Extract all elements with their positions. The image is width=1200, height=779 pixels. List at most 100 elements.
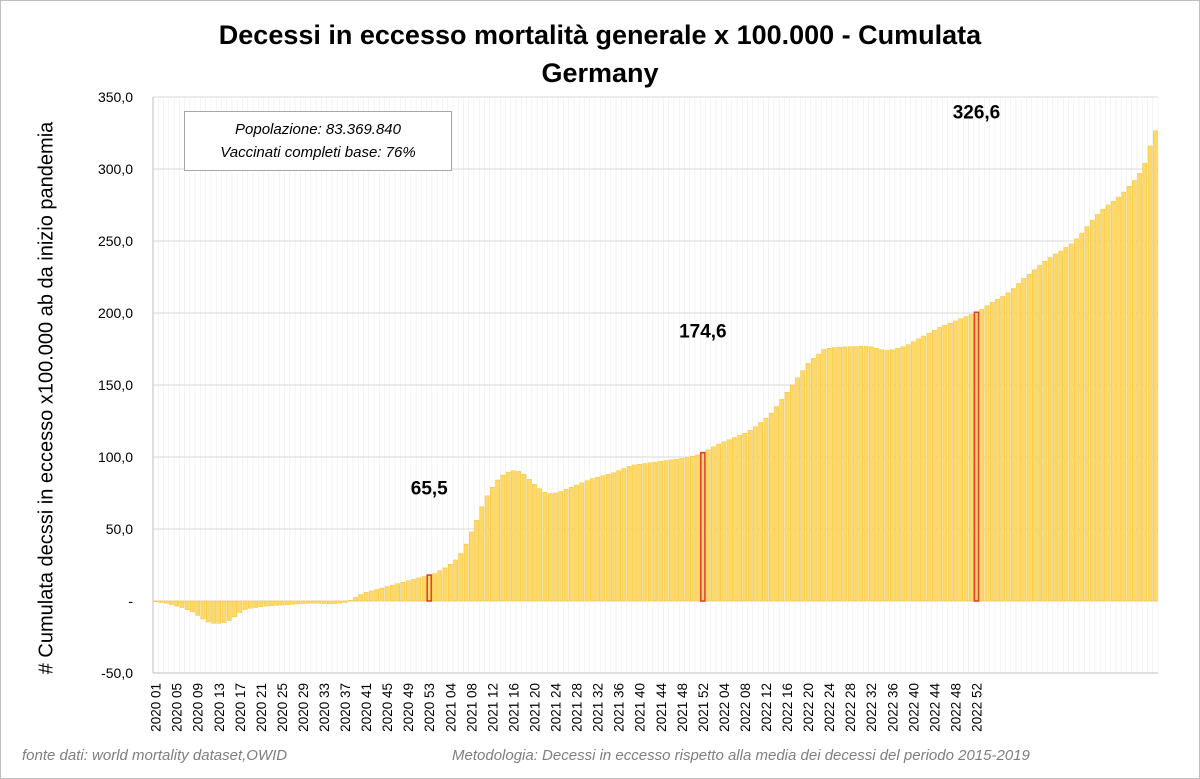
bar — [542, 492, 548, 602]
bar — [495, 479, 500, 602]
bar — [474, 520, 479, 602]
bar — [579, 482, 585, 602]
bar — [811, 358, 816, 602]
x-tick-label: 2021 48 — [675, 683, 690, 732]
bar — [947, 322, 953, 602]
bar — [605, 474, 611, 602]
bar — [695, 454, 700, 602]
bar — [400, 582, 406, 602]
bar — [1047, 257, 1053, 602]
bar — [1132, 180, 1137, 602]
x-tick-label: 2020 33 — [317, 683, 332, 732]
x-tick-label: 2022 24 — [822, 683, 837, 732]
bar — [790, 384, 795, 602]
y-tick-label: 200,0 — [98, 305, 133, 321]
bar — [1110, 201, 1116, 602]
x-tick-label: 2021 36 — [612, 683, 627, 732]
bar — [800, 370, 806, 602]
bar — [779, 399, 785, 602]
bar — [305, 600, 311, 604]
bar — [363, 592, 369, 602]
bar — [284, 600, 290, 605]
bar — [753, 426, 758, 602]
x-tick-label: 2021 52 — [696, 683, 711, 732]
bar — [684, 457, 690, 602]
population-text: Popolazione: 83.369.840 — [235, 121, 401, 138]
x-tick-label: 2020 21 — [254, 683, 269, 732]
x-tick-label: 2020 37 — [338, 683, 353, 732]
bar — [863, 346, 869, 602]
bar — [1079, 232, 1085, 602]
bar — [405, 580, 411, 602]
bar — [558, 491, 564, 602]
bar — [853, 346, 858, 602]
bar — [774, 406, 779, 602]
bar — [1000, 296, 1006, 602]
bar — [300, 600, 306, 604]
bar — [842, 346, 848, 602]
bar — [242, 600, 248, 610]
bar — [195, 600, 201, 616]
highlighted-bar — [973, 311, 980, 602]
bar — [484, 495, 490, 602]
y-tick-label: - — [128, 593, 133, 609]
bar — [926, 332, 932, 602]
bar — [874, 348, 879, 602]
x-tick-label: 2020 17 — [233, 683, 248, 732]
bar — [263, 600, 269, 607]
x-tick-label: 2022 20 — [801, 683, 816, 732]
vaccinated-text: Vaccinati completi base: 76% — [220, 144, 416, 161]
bar — [1095, 214, 1100, 602]
bar — [716, 443, 721, 602]
bar — [453, 559, 458, 602]
bar — [821, 349, 827, 602]
y-tick-label: 150,0 — [98, 377, 133, 393]
bar — [1026, 273, 1032, 602]
x-tick-label: 2022 12 — [759, 683, 774, 732]
bar — [226, 600, 232, 621]
bar — [211, 600, 216, 624]
bar — [421, 576, 427, 602]
bar — [721, 441, 727, 602]
bar — [758, 422, 764, 602]
bar — [274, 600, 279, 606]
bar — [989, 301, 995, 602]
bar — [679, 458, 685, 602]
x-tick-label: 2022 28 — [843, 683, 858, 732]
bar — [537, 488, 543, 602]
bar — [932, 330, 937, 602]
y-tick-label: 250,0 — [98, 233, 133, 249]
bar — [384, 586, 390, 602]
bar — [1147, 145, 1153, 602]
x-tick-label: 2021 40 — [633, 683, 648, 732]
bar — [200, 600, 206, 620]
bar — [547, 493, 553, 602]
bar — [1058, 250, 1063, 602]
x-tick-label: 2020 13 — [212, 683, 227, 732]
bar — [169, 600, 174, 605]
bar — [1037, 265, 1042, 602]
bar — [795, 377, 800, 602]
x-tick-label: 2022 36 — [885, 683, 900, 732]
bar — [174, 600, 179, 607]
bar — [237, 600, 243, 613]
bar — [521, 474, 527, 602]
bar — [463, 543, 469, 602]
bar — [526, 479, 532, 602]
bar — [269, 600, 274, 606]
bar — [342, 600, 348, 603]
bar — [637, 463, 643, 602]
bar — [253, 600, 258, 608]
info-box: Popolazione: 83.369.840 Vaccinati comple… — [184, 111, 452, 171]
bar — [837, 346, 842, 602]
bar — [942, 324, 948, 602]
bar — [826, 348, 832, 602]
bar — [1005, 292, 1011, 602]
highlighted-bar — [700, 451, 706, 602]
x-tick-label: 2020 05 — [170, 683, 185, 732]
bar — [668, 459, 674, 602]
x-tick-label: 2021 20 — [527, 683, 542, 732]
bar — [221, 600, 227, 623]
x-tick-label: 2021 16 — [506, 683, 521, 732]
footer-source: fonte dati: world mortality dataset,OWID — [22, 747, 288, 764]
